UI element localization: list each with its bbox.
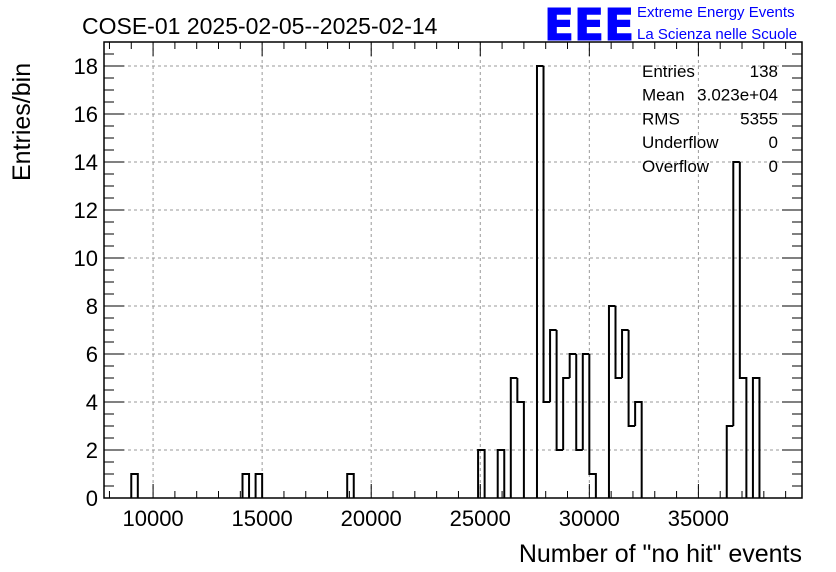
plot-frame [103, 41, 803, 499]
y-tick-label: 4 [86, 390, 98, 415]
chart-title: COSE-01 2025-02-05--2025-02-14 [82, 13, 438, 39]
histogram-bin [725, 425, 734, 498]
stats-box: Entries 138 Mean 3.023e+04 RMS 5355 Underflow 0… [642, 62, 778, 176]
stats-value: 0 [769, 157, 778, 176]
y-tick-label: 0 [86, 486, 98, 511]
x-tick-label: 30000 [559, 506, 620, 531]
y-tick-label: 2 [86, 438, 98, 463]
x-axis-title: Number of "no hit" events [519, 540, 802, 568]
histogram-series [130, 65, 761, 498]
histogram-bin [254, 473, 264, 498]
x-tick-label: 15000 [232, 506, 293, 531]
histogram-bin [555, 330, 564, 451]
x-tick-label: 35000 [668, 506, 729, 531]
histogram-bin [621, 329, 629, 378]
histogram-bin [516, 378, 525, 498]
histogram-bin [568, 353, 577, 378]
histogram-bin [738, 162, 748, 498]
histogram-bin [542, 66, 551, 403]
stats-label: Entries [642, 62, 695, 81]
y-tick-label: 6 [86, 342, 98, 367]
logo-line-1: Extreme Energy Events [637, 4, 795, 21]
histogram-bin [562, 377, 570, 450]
tick-labels: 10000 15000 20000 25000 30000 35000 0 2 4 6 8 10 12 1… [74, 54, 729, 531]
stats-label: Underflow [642, 133, 719, 152]
grid-lines [104, 42, 802, 498]
y-axis-title: Entries/bin [8, 63, 36, 181]
histogram-bin [634, 401, 643, 498]
histogram-bin [627, 330, 636, 427]
stats-value: 5355 [740, 109, 778, 128]
eee-logo: EEE Extreme Energy Events La Scienza nel… [544, 0, 798, 52]
histogram-bin [241, 473, 251, 498]
x-tick-label: 25000 [450, 506, 511, 531]
histogram-bin [549, 329, 557, 402]
histogram-bin [496, 449, 506, 498]
histogram-bin [581, 353, 590, 450]
stats-value: 0 [769, 133, 778, 152]
eee-logo-mark: EEE [544, 0, 634, 51]
axis-ticks [104, 42, 802, 499]
histogram-bin [732, 161, 740, 426]
histogram-bin [477, 449, 486, 498]
histogram-bin [346, 473, 355, 498]
x-tick-label: 20000 [341, 506, 402, 531]
stats-label: Mean [642, 86, 685, 105]
logo-line-2: La Scienza nelle Scuole [637, 26, 797, 43]
y-tick-label: 14 [74, 150, 98, 175]
y-tick-label: 8 [86, 294, 98, 319]
histogram-bin [614, 306, 623, 379]
histogram-bin [588, 354, 597, 498]
stats-label: RMS [642, 109, 680, 128]
histogram-bin [130, 473, 139, 498]
x-tick-label: 10000 [122, 506, 183, 531]
histogram-bin [509, 377, 518, 498]
y-tick-label: 16 [74, 102, 98, 127]
stats-value: 138 [750, 62, 778, 81]
y-tick-label: 10 [74, 246, 98, 271]
histogram-bin [607, 305, 616, 498]
histogram-bin [751, 377, 761, 498]
stats-label: Overflow [642, 157, 710, 176]
histogram-bin [575, 354, 583, 451]
y-tick-label: 18 [74, 54, 98, 79]
y-tick-label: 12 [74, 198, 98, 223]
histogram-bin [535, 65, 544, 498]
stats-value: 3.023e+04 [697, 86, 778, 105]
